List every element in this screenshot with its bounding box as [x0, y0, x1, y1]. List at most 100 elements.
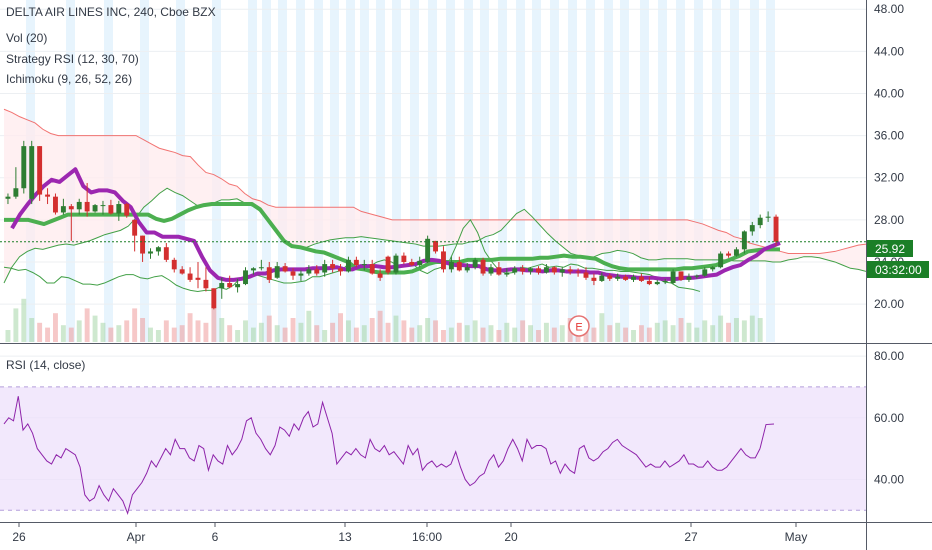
candle	[480, 257, 486, 276]
candle	[654, 279, 660, 286]
candle	[599, 272, 605, 282]
volume-bar	[203, 322, 209, 342]
session-stripe	[212, 0, 221, 342]
candle	[84, 182, 90, 217]
candle-body	[401, 255, 407, 262]
volume-bar	[551, 327, 557, 342]
candle	[203, 267, 209, 292]
candle-body	[116, 204, 122, 214]
volume-bar	[536, 330, 541, 342]
candle-body	[211, 288, 217, 309]
earnings-marker[interactable]: E	[568, 315, 590, 337]
candle-body	[37, 146, 43, 195]
time-tick-label: 26	[12, 530, 26, 544]
candle-body	[686, 276, 692, 280]
time-axis[interactable]: 26 Apr 6 13 16:00 20 27 May	[12, 522, 807, 544]
volume-bar	[393, 315, 399, 342]
candle-body	[290, 271, 296, 276]
last-price-tag: 25.92 03:32:00	[867, 240, 929, 278]
symbol-title[interactable]: DELTA AIR LINES INC, 240, Cboe BZX	[6, 5, 216, 19]
volume-bar	[710, 325, 716, 342]
candle-body	[250, 268, 256, 271]
volume-bar	[401, 320, 407, 342]
session-stripe	[532, 0, 541, 342]
candle	[393, 253, 399, 275]
rsi-indicator-label[interactable]: RSI (14, close)	[6, 358, 85, 372]
session-stripe	[278, 0, 287, 342]
volume-bar	[694, 327, 700, 342]
session-stripe	[410, 0, 419, 342]
candle	[282, 263, 288, 273]
session-stripe	[262, 0, 271, 342]
strategy-rsi-label[interactable]: Strategy RSI (12, 30, 70)	[6, 52, 139, 66]
candle	[718, 251, 724, 269]
candle-body	[45, 194, 51, 197]
volume-bar	[417, 325, 423, 342]
leading-span-b	[3, 108, 866, 255]
volume-bar	[504, 322, 510, 342]
candle-body	[258, 267, 264, 269]
time-tick-label: Apr	[127, 530, 146, 544]
volume-bar	[227, 325, 233, 342]
volume-bar	[298, 322, 304, 342]
candle-body	[646, 280, 652, 285]
session-stripe	[676, 0, 685, 342]
rsi-pane[interactable]	[0, 355, 866, 516]
candle-body	[140, 235, 146, 254]
candle-body	[694, 275, 700, 277]
volume-bar	[678, 318, 684, 342]
candle	[401, 252, 407, 265]
candle	[472, 257, 478, 270]
candle	[235, 278, 241, 293]
price-tick-label: 44.00	[874, 44, 904, 58]
candle-body	[551, 267, 557, 273]
earnings-label: E	[575, 322, 582, 334]
candle-body	[583, 272, 589, 278]
volume-bar	[148, 327, 153, 342]
volume-bar	[108, 327, 114, 342]
price-tick-label: 28.00	[874, 213, 904, 227]
candle-body	[464, 267, 470, 271]
candle	[53, 193, 58, 215]
ichimoku-label[interactable]: Ichimoku (9, 26, 52, 26)	[6, 72, 132, 86]
candle-body	[409, 261, 415, 266]
candle-body	[203, 279, 209, 289]
candle	[638, 273, 644, 282]
legend: DELTA AIR LINES INC, 240, Cboe BZX Vol (…	[6, 5, 216, 372]
countdown-value: 03:32:00	[875, 263, 922, 277]
candle-body	[425, 238, 431, 262]
volume-bar	[448, 327, 454, 342]
session-stripe	[464, 0, 473, 342]
candle-body	[338, 268, 343, 272]
session-stripe	[498, 0, 507, 342]
candle	[322, 259, 328, 277]
candle-body	[306, 269, 312, 274]
vol-indicator-label[interactable]: Vol (20)	[6, 31, 47, 45]
candle-body	[274, 266, 280, 278]
volume-bar	[662, 320, 668, 342]
session-stripe	[604, 0, 613, 342]
volume-bar	[290, 318, 296, 342]
session-stripe	[360, 0, 369, 342]
candle-body	[773, 216, 779, 242]
candle	[448, 256, 454, 273]
session-stripe	[330, 0, 339, 342]
session-stripe	[346, 0, 355, 342]
rsi-line	[3, 396, 761, 516]
candle	[100, 200, 106, 215]
candle	[559, 267, 565, 277]
candle	[662, 278, 668, 285]
price-pane[interactable]	[0, 0, 866, 342]
candle	[345, 256, 351, 273]
volume-bar	[92, 315, 98, 342]
volume-bar	[615, 322, 621, 342]
volume-bar	[211, 308, 217, 342]
candle	[733, 247, 739, 257]
candle-body	[512, 268, 518, 273]
price-tick-label: 32.00	[874, 171, 904, 185]
candle	[528, 267, 534, 275]
candle-body	[13, 188, 19, 197]
price-tick-label: 36.00	[874, 129, 904, 143]
volume-bar	[155, 330, 161, 342]
rsi-axis[interactable]: 80.00 60.00 40.00	[874, 349, 904, 486]
